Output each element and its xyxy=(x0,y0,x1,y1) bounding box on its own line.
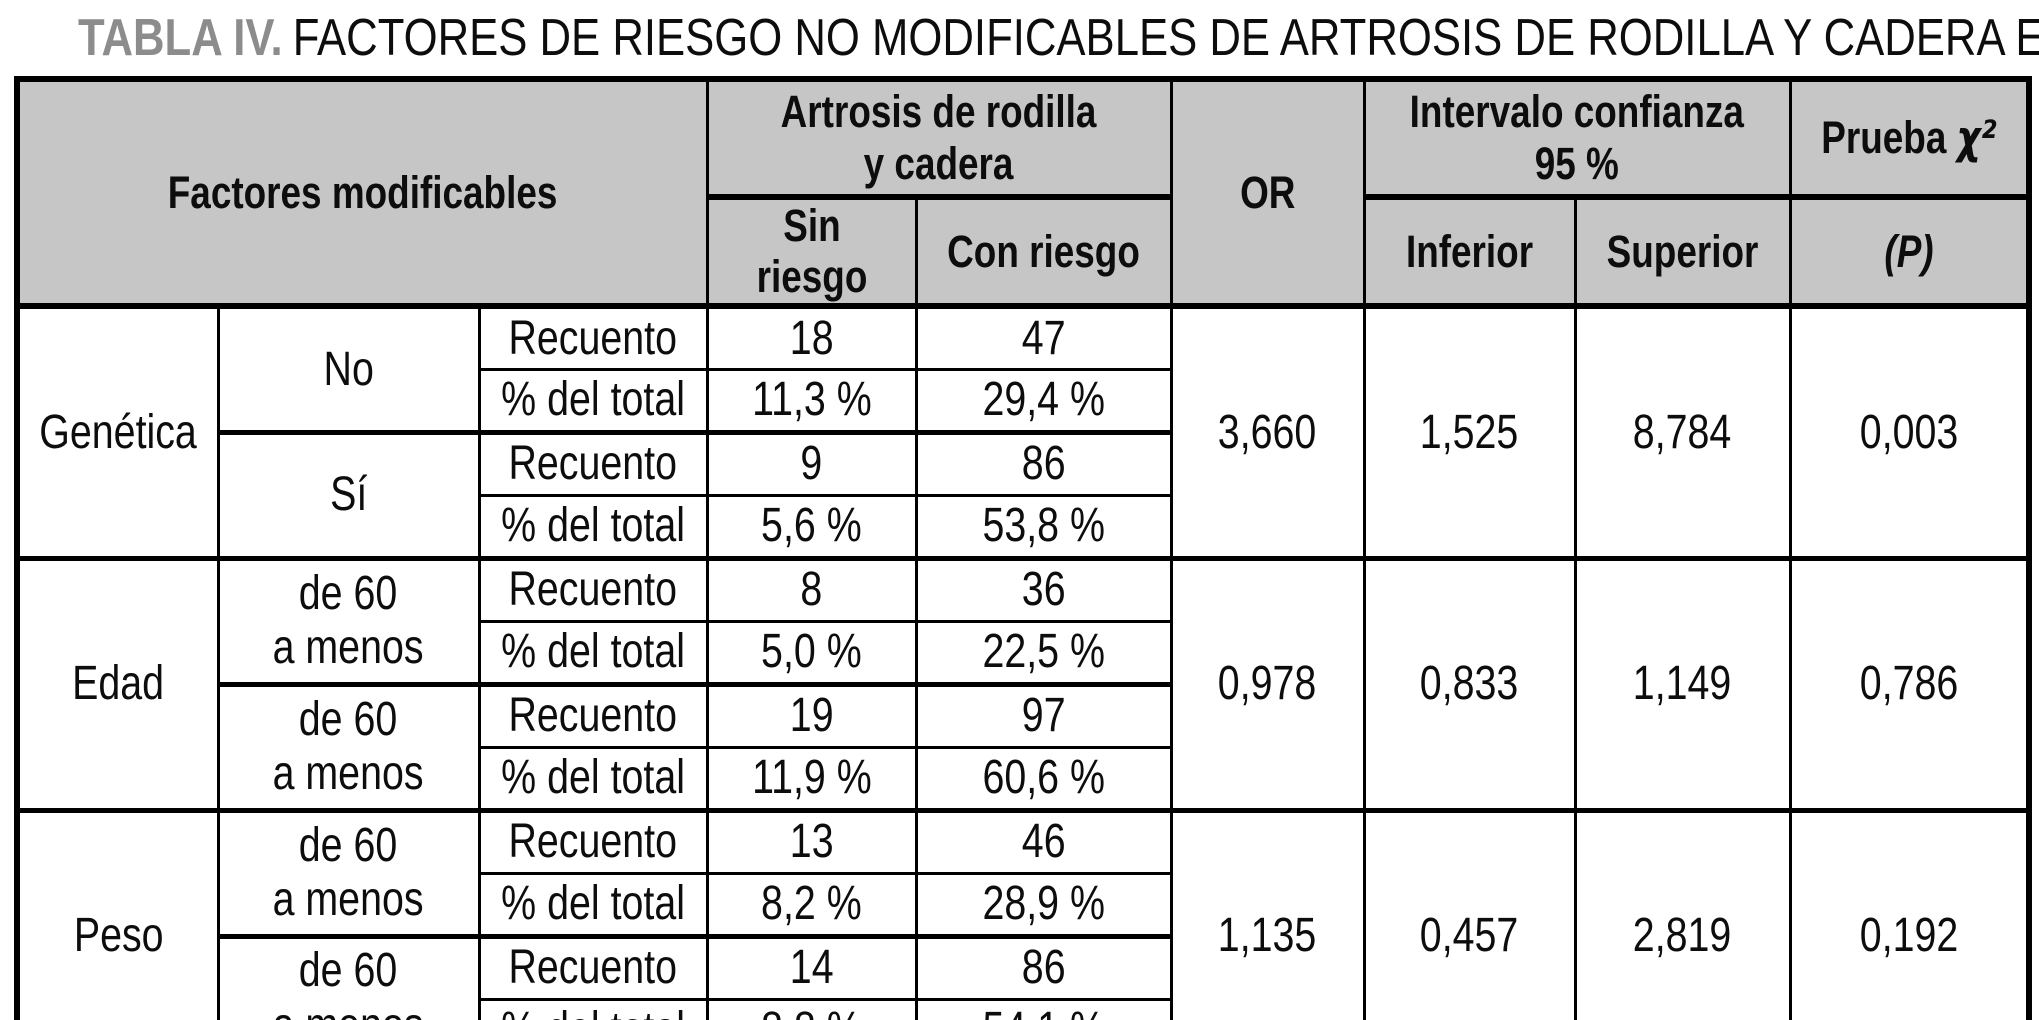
value-cell-con-riesgo: 53,8 % xyxy=(914,493,1173,561)
chi-squared-symbol: χ² xyxy=(1956,111,1997,164)
value-cell-sin-riesgo: 11,3 % xyxy=(705,367,918,435)
table-row: Edad de 60 a menos Recuento 8 36 0,978 0… xyxy=(15,556,2031,813)
value-cell-sin-riesgo: 8,8 % xyxy=(705,997,918,1020)
p-value-cell: 0,192 xyxy=(1788,808,2031,1020)
value-cell-sin-riesgo: 14 xyxy=(705,934,918,1001)
level-cell: Sí xyxy=(216,430,481,561)
p-value-cell: 0,003 xyxy=(1788,304,2031,561)
measure-label-cell: % del total xyxy=(477,493,709,561)
measure-label-cell: Recuento xyxy=(477,556,709,623)
value-cell-con-riesgo: 28,9 % xyxy=(914,871,1173,939)
table-row: de 60 a menos Recuento 19 97 xyxy=(17,682,2029,813)
col-header-intervalo-confianza: Intervalo confianza 95 % xyxy=(1362,77,1792,200)
measure-label-cell: % del total xyxy=(477,871,709,939)
ci-superior-cell: 8,784 xyxy=(1573,304,1792,561)
measure-label-cell: Recuento xyxy=(477,430,709,497)
table-row: % del total 8,2 % 28,9 % xyxy=(17,871,2029,939)
value-cell-sin-riesgo: 11,9 % xyxy=(705,745,918,813)
header-row-1: Factores modificables Artrosis de rodill… xyxy=(15,77,2031,310)
value-cell-con-riesgo: 22,5 % xyxy=(914,619,1173,687)
col-header-superior: Superior xyxy=(1573,195,1792,310)
col-header-sin-riesgo: Sin riesgo xyxy=(705,195,918,310)
ci-inferior-cell: 0,457 xyxy=(1362,808,1577,1020)
level-cell: de 60 a menos xyxy=(216,808,481,939)
measure-label-cell: % del total xyxy=(477,745,709,813)
table-title: TABLA IV. FACTORES DE RIESGO NO MODIFICAB… xyxy=(0,0,2039,76)
measure-label-cell: Recuento xyxy=(477,682,709,749)
measure-label-cell: % del total xyxy=(477,367,709,435)
value-cell-sin-riesgo: 19 xyxy=(705,682,918,749)
value-cell-sin-riesgo: 5,0 % xyxy=(705,619,918,687)
table-row: Genética No Recuento 18 47 3,660 1,525 8… xyxy=(15,304,2031,561)
factor-cell-edad: Edad xyxy=(15,556,220,813)
header-row-2: Sin riesgo Con riesgo Inferior Superior … xyxy=(17,195,2031,310)
col-header-artrosis-rodilla-cadera: Artrosis de rodilla y cadera xyxy=(705,77,1173,200)
measure-label-cell: Recuento xyxy=(477,304,709,371)
col-header-or: OR xyxy=(1169,77,1366,310)
or-cell: 1,135 xyxy=(1169,808,1366,1020)
value-cell-con-riesgo: 97 xyxy=(914,682,1173,749)
ci-superior-cell: 1,149 xyxy=(1573,556,1792,813)
table-title-text: TABLA IV. FACTORES DE RIESGO NO MODIFICAB… xyxy=(78,12,2039,64)
measure-label-cell: Recuento xyxy=(477,934,709,1001)
p-value-cell: 0,786 xyxy=(1788,556,2031,813)
or-cell: 3,660 xyxy=(1169,304,1366,561)
measure-label-cell: % del total xyxy=(477,997,709,1020)
table-row: % del total 5,0 % 22,5 % xyxy=(17,619,2029,687)
value-cell-sin-riesgo: 5,6 % xyxy=(705,493,918,561)
value-cell-con-riesgo: 29,4 % xyxy=(914,367,1173,435)
level-cell: de 60 a menos xyxy=(216,682,481,813)
table-caption: FACTORES DE RIESGO NO MODIFICABLES DE AR… xyxy=(292,9,2039,67)
value-cell-sin-riesgo: 8 xyxy=(705,556,918,623)
level-cell: de 60 a menos xyxy=(216,556,481,687)
ci-inferior-cell: 1,525 xyxy=(1362,304,1577,561)
measure-label-cell: % del total xyxy=(477,619,709,687)
table-row: % del total 8,8 % 54,1 % xyxy=(17,997,2029,1020)
table-row: Sí Recuento 9 86 xyxy=(17,430,2029,561)
factor-cell-peso: Peso xyxy=(15,808,220,1020)
value-cell-con-riesgo: 60,6 % xyxy=(914,745,1173,813)
col-header-prueba-chi2: Prueba χ² xyxy=(1788,77,2031,200)
table-row: % del total 5,6 % 53,8 % xyxy=(17,493,2029,561)
risk-factors-table: Factores modificables Artrosis de rodill… xyxy=(14,76,2032,1020)
value-cell-con-riesgo: 86 xyxy=(914,430,1173,497)
ci-superior-cell: 2,819 xyxy=(1573,808,1792,1020)
table-row: % del total 11,3 % 29,4 % xyxy=(17,367,2029,435)
value-cell-sin-riesgo: 8,2 % xyxy=(705,871,918,939)
value-cell-sin-riesgo: 18 xyxy=(705,304,918,371)
value-cell-con-riesgo: 46 xyxy=(914,808,1173,875)
col-header-inferior: Inferior xyxy=(1362,195,1577,310)
table-row: de 60 a menos Recuento 14 86 xyxy=(17,934,2029,1020)
ci-inferior-cell: 0,833 xyxy=(1362,556,1577,813)
table-number-label: TABLA IV. xyxy=(78,9,283,67)
factor-cell-genetica: Genética xyxy=(15,304,220,561)
value-cell-con-riesgo: 54,1 % xyxy=(914,997,1173,1020)
level-cell: de 60 a menos xyxy=(216,934,481,1020)
value-cell-sin-riesgo: 9 xyxy=(705,430,918,497)
prueba-label: Prueba xyxy=(1821,112,1947,163)
level-cell: No xyxy=(216,304,481,435)
table-row: Peso de 60 a menos Recuento 13 46 1,135 … xyxy=(15,808,2031,1020)
col-header-con-riesgo: Con riesgo xyxy=(914,195,1173,310)
or-cell: 0,978 xyxy=(1169,556,1366,813)
table-row: % del total 11,9 % 60,6 % xyxy=(17,745,2029,813)
value-cell-con-riesgo: 36 xyxy=(914,556,1173,623)
value-cell-sin-riesgo: 13 xyxy=(705,808,918,875)
col-header-p-value: (P) xyxy=(1788,195,2031,310)
col-header-factores-modificables: Factores modificables xyxy=(15,77,709,310)
value-cell-con-riesgo: 47 xyxy=(914,304,1173,371)
measure-label-cell: Recuento xyxy=(477,808,709,875)
value-cell-con-riesgo: 86 xyxy=(914,934,1173,1001)
